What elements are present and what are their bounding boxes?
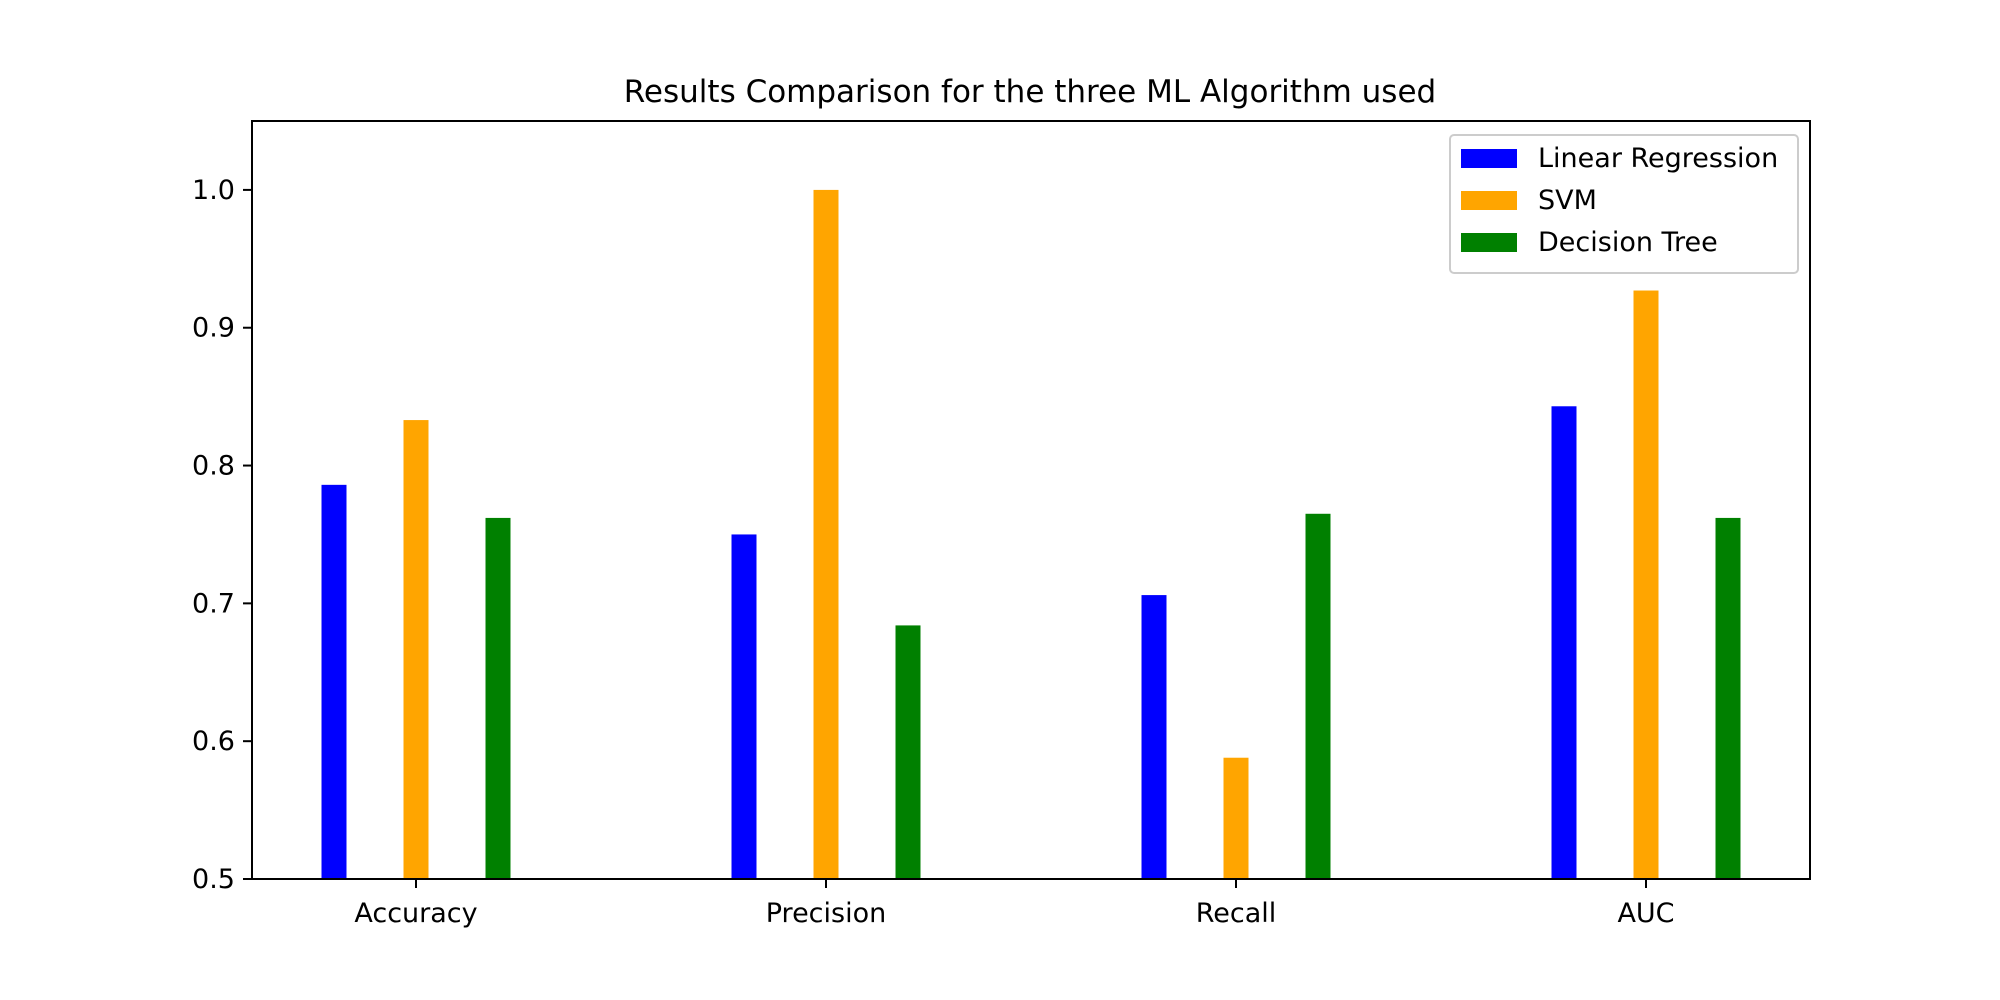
bar-linear-regression-precision (731, 534, 757, 879)
bar-decision-tree-accuracy (485, 517, 511, 879)
x-tick-label-accuracy: Accuracy (354, 898, 477, 929)
y-tick-label: 0.6 (192, 726, 235, 757)
y-axis: 0.5 0.6 0.7 0.8 0.9 1.0 (192, 175, 252, 895)
y-tick-label: 1.0 (192, 175, 235, 206)
y-tick-label: 0.5 (192, 864, 235, 895)
y-tick-label: 0.7 (192, 588, 235, 619)
legend-label-decision-tree: Decision Tree (1538, 227, 1718, 258)
bar-svm-accuracy (403, 420, 429, 879)
x-tick-label-recall: Recall (1196, 898, 1277, 929)
legend-label-svm: SVM (1538, 185, 1597, 216)
x-tick-label-precision: Precision (766, 898, 886, 929)
legend-swatch-linear-regression (1461, 149, 1517, 168)
legend-box (1449, 134, 1799, 274)
bar-svm-precision (813, 189, 839, 879)
bars-layer (321, 189, 1741, 879)
chart-title: Results Comparison for the three ML Algo… (624, 74, 1436, 110)
bar-svm-recall (1223, 757, 1249, 879)
x-axis: Accuracy Precision Recall AUC (354, 879, 1675, 929)
bar-linear-regression-auc (1551, 406, 1577, 879)
plot-area: 0.5 0.6 0.7 0.8 0.9 1.0 Accuracy Precision Reca… (192, 120, 1811, 929)
bar-linear-regression-recall (1141, 595, 1167, 879)
bar-svm-auc (1633, 290, 1659, 879)
bar-decision-tree-auc (1715, 517, 1741, 879)
bar-decision-tree-recall (1305, 513, 1331, 879)
legend: Linear Regression SVM Decision Tree (1449, 134, 1799, 274)
legend-label-linear-regression: Linear Regression (1538, 143, 1778, 174)
legend-swatch-svm (1461, 191, 1517, 210)
axes-frame (251, 120, 1811, 880)
bar-decision-tree-precision (895, 625, 921, 879)
y-tick-label: 0.8 (192, 451, 235, 482)
y-tick-label: 0.9 (192, 313, 235, 344)
bar-linear-regression-accuracy (321, 484, 347, 879)
x-tick-label-auc: AUC (1617, 898, 1674, 929)
legend-swatch-decision-tree (1461, 233, 1517, 252)
